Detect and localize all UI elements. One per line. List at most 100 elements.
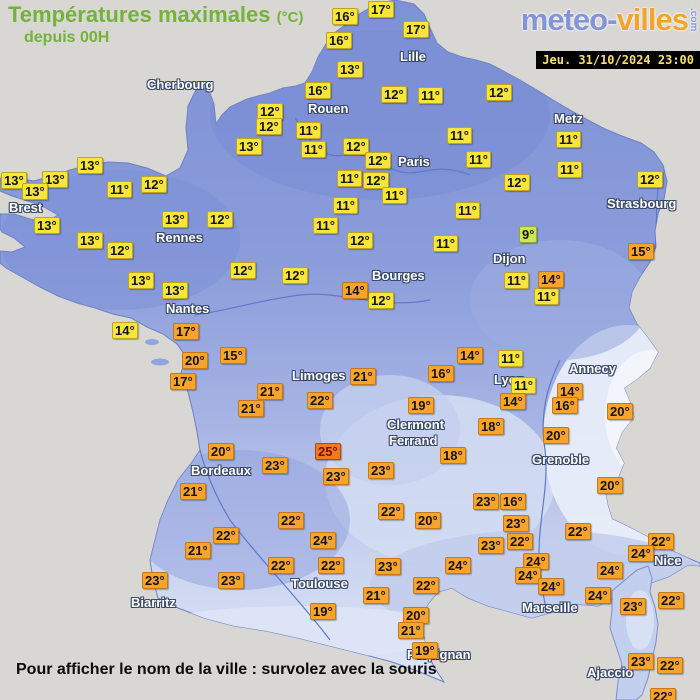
temp-label[interactable]: 13°	[77, 157, 103, 174]
temp-label[interactable]: 14°	[457, 347, 483, 364]
temp-label[interactable]: 13°	[1, 172, 27, 189]
temp-label[interactable]: 22°	[307, 392, 333, 409]
temp-label[interactable]: 20°	[607, 403, 633, 420]
temp-label[interactable]: 13°	[77, 232, 103, 249]
temp-label[interactable]: 23°	[262, 457, 288, 474]
temp-label[interactable]: 23°	[142, 572, 168, 589]
temp-label[interactable]: 11°	[455, 202, 480, 219]
temp-label[interactable]: 14°	[342, 282, 368, 299]
temp-label[interactable]: 25°	[315, 443, 341, 460]
temp-label[interactable]: 11°	[447, 127, 472, 144]
temp-label[interactable]: 12°	[256, 118, 282, 135]
temp-label[interactable]: 22°	[650, 688, 676, 700]
temp-label[interactable]: 13°	[162, 211, 188, 228]
temp-label[interactable]: 14°	[557, 383, 583, 400]
temp-label[interactable]: 22°	[378, 503, 404, 520]
temp-label[interactable]: 12°	[230, 262, 256, 279]
temp-label[interactable]: 16°	[326, 32, 352, 49]
temp-label[interactable]: 14°	[538, 271, 564, 288]
temp-label[interactable]: 12°	[257, 103, 283, 120]
temp-label[interactable]: 22°	[278, 512, 304, 529]
temp-label[interactable]: 11°	[337, 170, 362, 187]
temp-label[interactable]: 23°	[478, 537, 504, 554]
temp-label[interactable]: 13°	[22, 183, 48, 200]
temp-label[interactable]: 12°	[381, 86, 407, 103]
temp-label[interactable]: 13°	[42, 171, 68, 188]
temp-label[interactable]: 24°	[445, 557, 471, 574]
temp-label[interactable]: 14°	[112, 322, 138, 339]
temp-label[interactable]: 23°	[368, 462, 394, 479]
temp-label[interactable]: 11°	[557, 161, 582, 178]
temp-label[interactable]: 22°	[658, 592, 684, 609]
temp-label[interactable]: 24°	[515, 567, 541, 584]
temp-label[interactable]: 19°	[408, 397, 434, 414]
temp-label[interactable]: 12°	[343, 138, 369, 155]
temp-label[interactable]: 20°	[182, 352, 208, 369]
temp-label[interactable]: 22°	[268, 557, 294, 574]
temp-label[interactable]: 23°	[375, 558, 401, 575]
temp-label[interactable]: 17°	[170, 373, 196, 390]
temp-label[interactable]: 24°	[585, 587, 611, 604]
temp-label[interactable]: 11°	[107, 181, 132, 198]
temp-label[interactable]: 13°	[34, 217, 60, 234]
temp-label[interactable]: 11°	[511, 377, 536, 394]
temp-label[interactable]: 21°	[398, 622, 424, 639]
temp-label[interactable]: 23°	[323, 468, 349, 485]
temp-label[interactable]: 21°	[180, 483, 206, 500]
temp-label[interactable]: 13°	[337, 61, 363, 78]
temp-label[interactable]: 21°	[363, 587, 389, 604]
temp-label[interactable]: 17°	[368, 1, 394, 18]
temp-label[interactable]: 11°	[382, 187, 407, 204]
temp-label[interactable]: 24°	[628, 545, 654, 562]
temp-label[interactable]: 22°	[648, 533, 674, 550]
temp-label[interactable]: 13°	[128, 272, 154, 289]
temp-label[interactable]: 22°	[507, 533, 533, 550]
temp-label[interactable]: 11°	[418, 87, 443, 104]
temp-label[interactable]: 20°	[543, 427, 569, 444]
temp-label[interactable]: 23°	[628, 653, 654, 670]
temp-label[interactable]: 12°	[141, 176, 167, 193]
temp-label[interactable]: 11°	[333, 197, 358, 214]
temp-label[interactable]: 15°	[628, 243, 654, 260]
temp-label[interactable]: 20°	[208, 443, 234, 460]
temp-label[interactable]: 11°	[556, 131, 581, 148]
temp-label[interactable]: 19°	[412, 642, 438, 659]
temp-label[interactable]: 21°	[350, 368, 376, 385]
temp-label[interactable]: 22°	[318, 557, 344, 574]
temp-label[interactable]: 12°	[365, 152, 391, 169]
temp-label[interactable]: 12°	[504, 174, 530, 191]
temp-label[interactable]: 21°	[257, 383, 283, 400]
temp-label[interactable]: 18°	[440, 447, 466, 464]
temp-label[interactable]: 16°	[332, 8, 358, 25]
temp-label[interactable]: 12°	[486, 84, 512, 101]
temp-label[interactable]: 24°	[310, 532, 336, 549]
temp-label[interactable]: 15°	[220, 347, 246, 364]
temp-label[interactable]: 14°	[500, 393, 526, 410]
temp-label[interactable]: 23°	[503, 515, 529, 532]
temp-label[interactable]: 11°	[504, 272, 529, 289]
temp-label[interactable]: 22°	[657, 657, 683, 674]
temp-label[interactable]: 11°	[296, 122, 321, 139]
temp-label[interactable]: 22°	[213, 527, 239, 544]
temp-label[interactable]: 23°	[620, 598, 646, 615]
temp-label[interactable]: 12°	[347, 232, 373, 249]
temp-label[interactable]: 23°	[218, 572, 244, 589]
temp-label[interactable]: 11°	[534, 288, 559, 305]
temp-label[interactable]: 12°	[363, 172, 389, 189]
temp-label[interactable]: 18°	[478, 418, 504, 435]
temp-label[interactable]: 21°	[185, 542, 211, 559]
temp-label[interactable]: 16°	[500, 493, 526, 510]
temp-label[interactable]: 22°	[565, 523, 591, 540]
temp-label[interactable]: 11°	[433, 235, 458, 252]
temp-label[interactable]: 21°	[238, 400, 264, 417]
temp-label[interactable]: 11°	[466, 151, 491, 168]
temp-label[interactable]: 13°	[236, 138, 262, 155]
temp-label[interactable]: 16°	[305, 82, 331, 99]
temp-label[interactable]: 12°	[207, 211, 233, 228]
temp-label[interactable]: 11°	[313, 217, 338, 234]
temp-label[interactable]: 16°	[428, 365, 454, 382]
temp-label[interactable]: 23°	[473, 493, 499, 510]
temp-label[interactable]: 16°	[552, 397, 578, 414]
temp-label[interactable]: 12°	[282, 267, 308, 284]
temp-label[interactable]: 13°	[162, 282, 188, 299]
